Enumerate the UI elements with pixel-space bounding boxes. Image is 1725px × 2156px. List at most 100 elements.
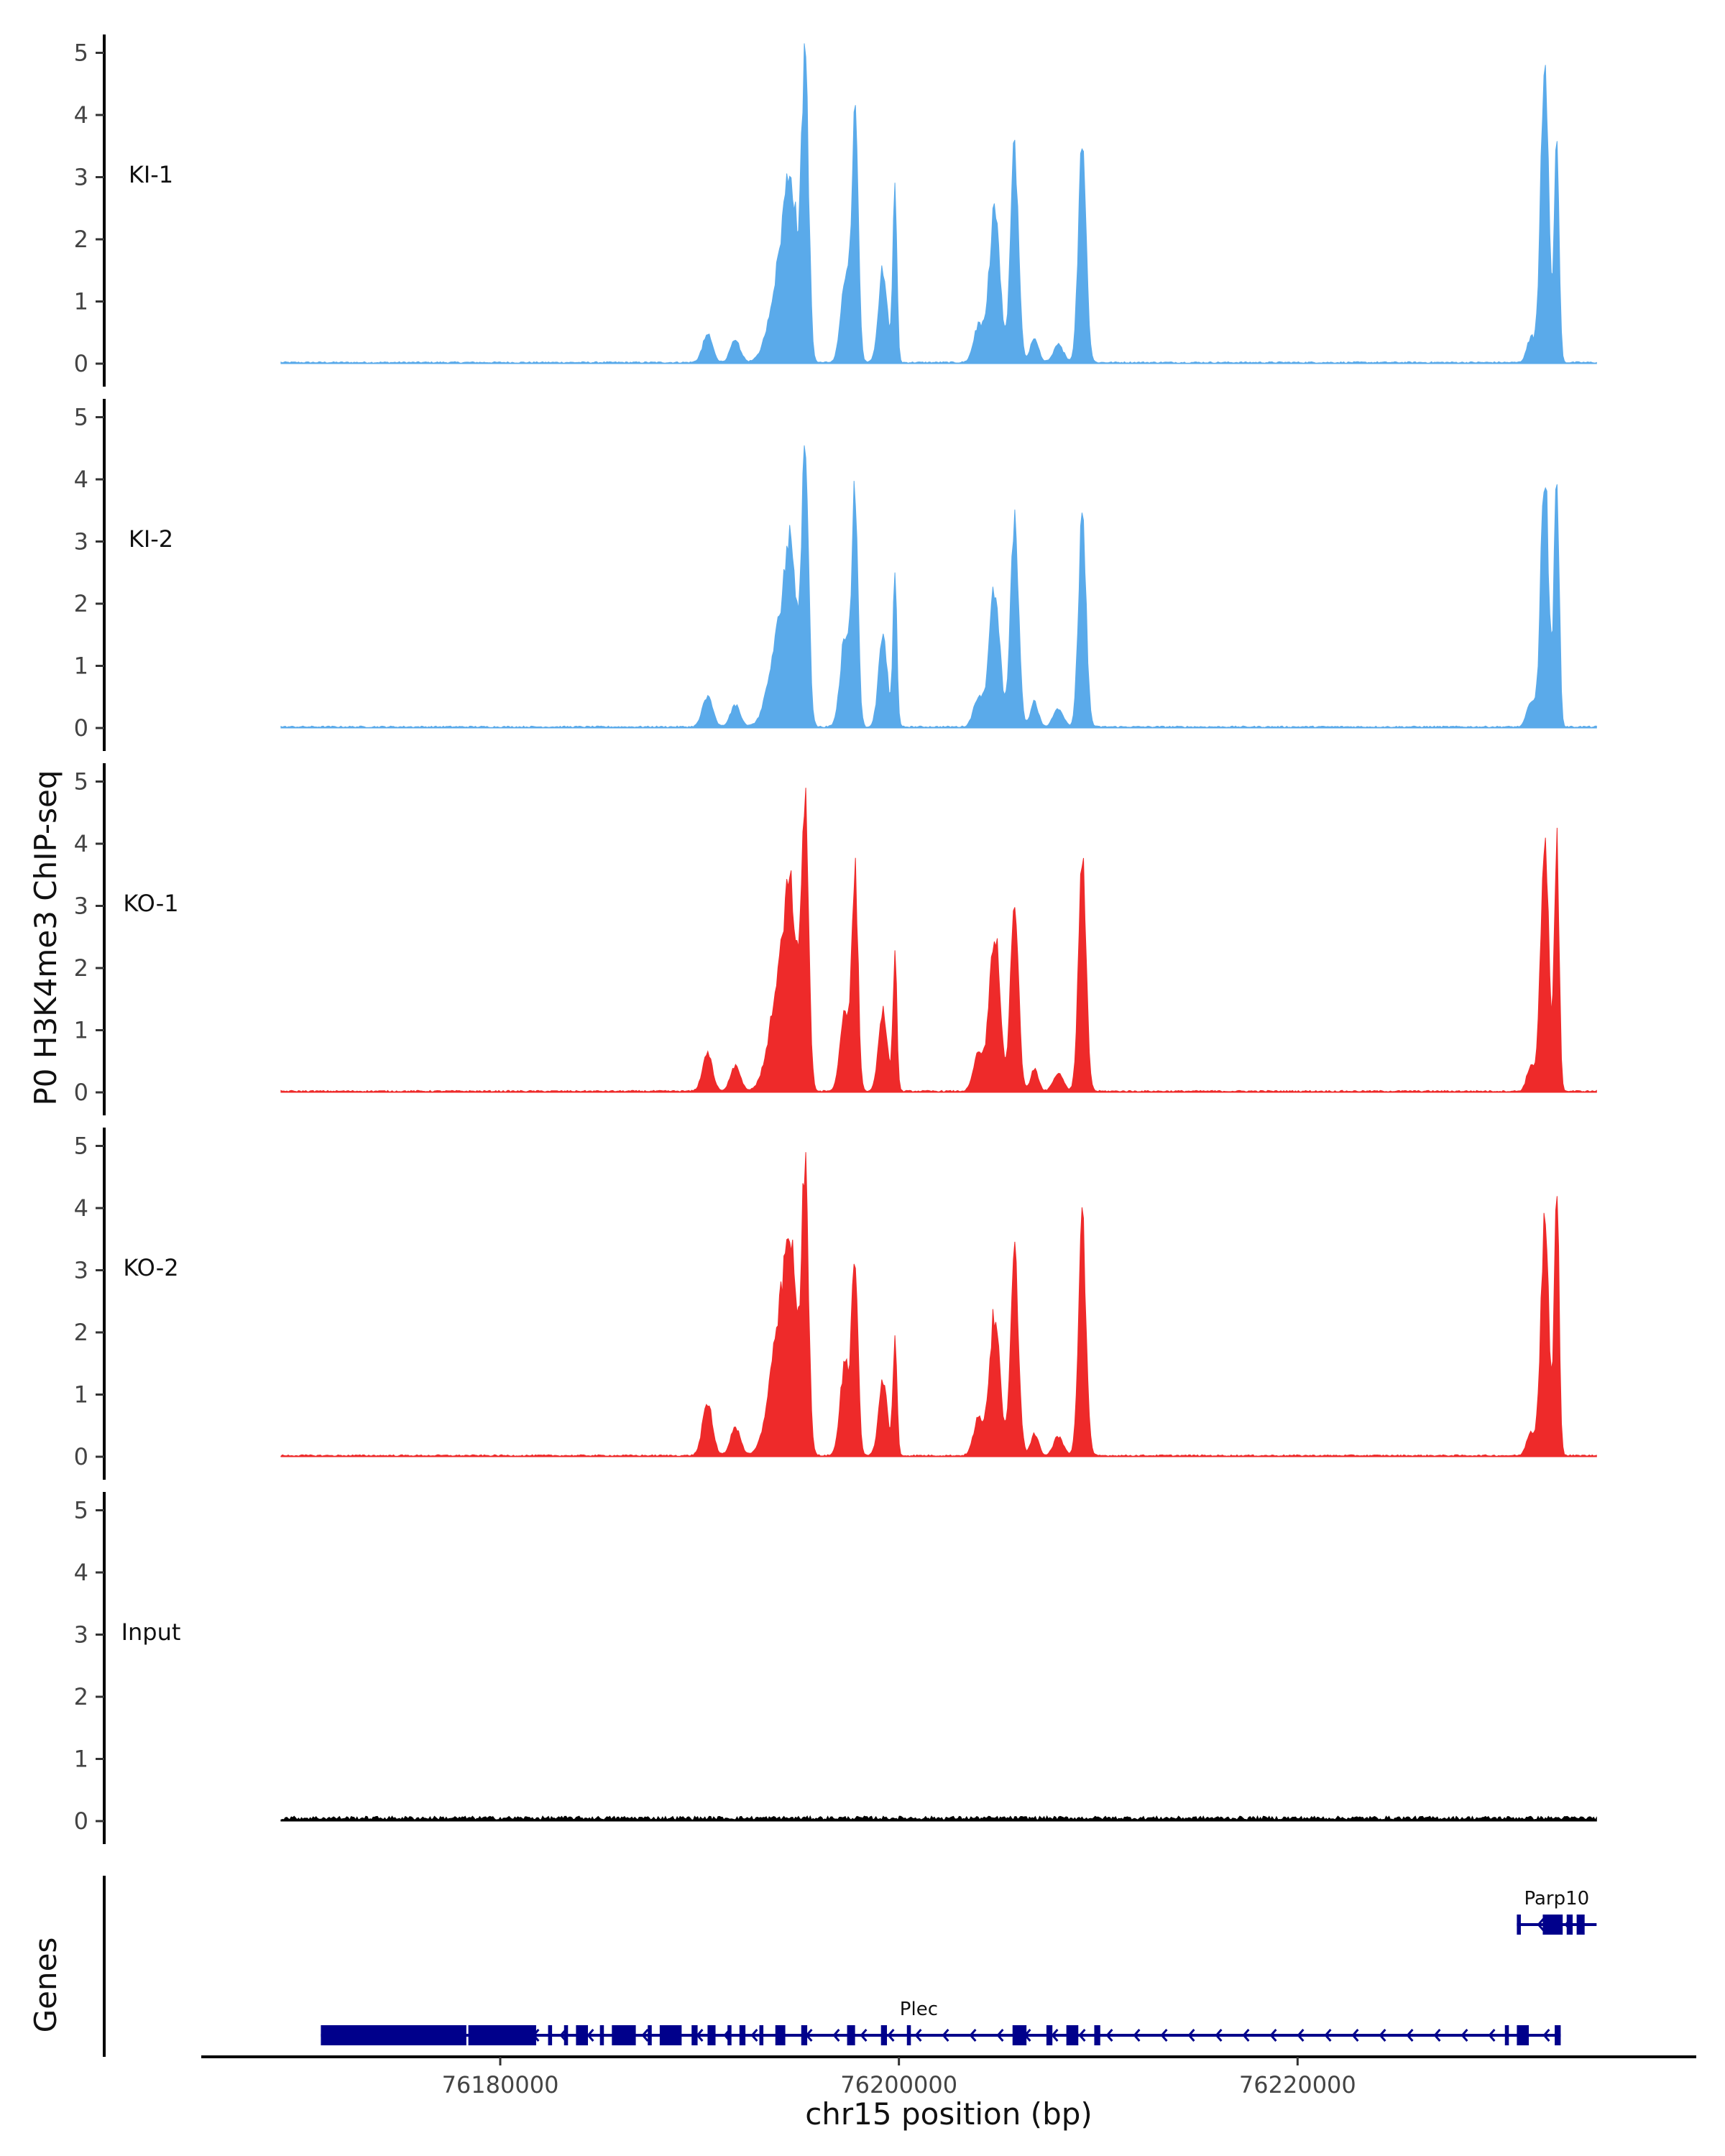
y-tick-label: 1 [74,1746,88,1773]
x-axis-title: chr15 position (bp) [805,2096,1092,2132]
track-label: KI-1 [129,161,173,188]
y-tick-label: 4 [74,101,88,129]
gene-exon [691,2025,698,2045]
y-tick-label: 2 [74,590,88,617]
strand-arrow [1187,2029,1195,2042]
strand-arrow [1460,2029,1468,2042]
y-tick-label: 0 [74,1079,88,1106]
gene-exon [775,2025,786,2045]
gene-exon [1012,2025,1027,2045]
track-input: 0 1 2 3 4 5 Input [74,1492,1597,1844]
gene-exon [648,2025,652,2045]
strand-arrow [1324,2029,1332,2042]
strand-arrow [1351,2029,1359,2042]
gene-exon [1504,2025,1509,2045]
strand-arrow [942,2029,949,2042]
signal-area [280,445,1597,729]
strand-arrow [969,2029,977,2042]
gene-exon [548,2025,553,2045]
strand-arrow [887,2029,895,2042]
strand-arrow [586,2029,594,2042]
strand-arrow [1488,2029,1496,2042]
gene-exon [1576,1915,1585,1935]
y-tick-label: 4 [74,466,88,493]
gene-exon [1094,2025,1100,2045]
gene-plec: Plec [321,1999,1561,2045]
y-tick-label: 5 [74,1133,88,1160]
strand-arrow [1433,2029,1441,2042]
y-tick-label: 2 [74,1683,88,1710]
y-tick-label: 3 [74,1257,88,1284]
strand-arrow [1379,2029,1386,2042]
y-tick-label: 2 [74,1319,88,1346]
gene-exon [1542,1915,1563,1935]
strand-arrow [1542,2029,1550,2042]
track-label: KO-1 [123,890,178,917]
gene-exon [1566,1915,1573,1935]
y-tick-label: 5 [74,768,88,796]
track-ki-1: 0 1 2 3 4 5 KI-1 [74,34,1597,387]
y-tick-label: 1 [74,288,88,315]
track-label: KO-2 [123,1254,178,1281]
strand-arrow [1215,2029,1223,2042]
gene-exon [1046,2025,1053,2045]
track-ki-2: 0 1 2 3 4 5 KI-2 [74,399,1597,751]
gene-exon [576,2025,589,2045]
strand-arrow [832,2029,840,2042]
y-tick-label: 1 [74,653,88,680]
strand-arrow [1105,2029,1113,2042]
gene-exon [906,2025,911,2045]
gene-name-label: Plec [900,1999,938,2020]
track-label: Input [121,1618,181,1646]
genes-axis-title: Genes [28,1938,63,2033]
gene-track: Parp10 Plec [103,1876,1597,2057]
gene-exon [1517,2025,1530,2045]
x-tick-label: 76180000 [442,2071,559,2099]
track-ko-2: 0 1 2 3 4 5 KO-2 [74,1128,1597,1480]
strand-arrow [1269,2029,1277,2042]
gene-parp10: Parp10 [1517,1888,1597,1935]
y-tick-label: 0 [74,1443,88,1470]
gene-exon [1066,2025,1079,2045]
gene-exon [564,2025,569,2045]
strand-arrow [1537,1918,1545,1931]
strand-arrow [1160,2029,1168,2042]
track-label: KI-2 [129,525,173,553]
y-tick-label: 3 [74,528,88,556]
gene-exon [880,2025,888,2045]
strand-arrow [1078,2029,1086,2042]
y-tick-label: 5 [74,1497,88,1524]
y-tick-label: 4 [74,830,88,857]
y-tick-label: 4 [74,1194,88,1222]
gene-exon [727,2025,732,2045]
y-tick-label: 0 [74,350,88,377]
strand-arrow [996,2029,1004,2042]
signal-area [280,43,1597,364]
y-tick-label: 0 [74,1807,88,1835]
y-tick-label: 5 [74,40,88,67]
gene-exon [801,2025,808,2045]
x-axis: 76180000 76200000 76220000 [201,2055,1696,2099]
gene-exon [599,2025,604,2045]
strand-arrow [1406,2029,1414,2042]
y-tick-label: 4 [74,1559,88,1586]
strand-arrow [1242,2029,1250,2042]
y-tick-label: 2 [74,226,88,253]
coverage-tracks: 0 1 2 3 4 5 KI-1 0 1 2 3 4 5 KI-2 0 1 2 3 4 5 KO-1 0 1 2 3 4 5 KO-2… [74,34,1597,1844]
gene-exon [1517,1915,1521,1935]
strand-arrow [1051,2029,1059,2042]
y-tick-label: 3 [74,164,88,191]
signal-area [280,1152,1597,1457]
gene-exon [612,2025,636,2045]
gene-exon [321,2025,466,2045]
gene-exon [1555,2025,1561,2045]
y-tick-label: 1 [74,1017,88,1044]
gene-exon [759,2025,764,2045]
gene-exon [468,2025,536,2045]
gene-name-label: Parp10 [1524,1888,1589,1909]
strand-arrow [1133,2029,1141,2042]
y-tick-label: 0 [74,714,88,742]
y-tick-label: 2 [74,954,88,982]
y-tick-label: 1 [74,1381,88,1409]
